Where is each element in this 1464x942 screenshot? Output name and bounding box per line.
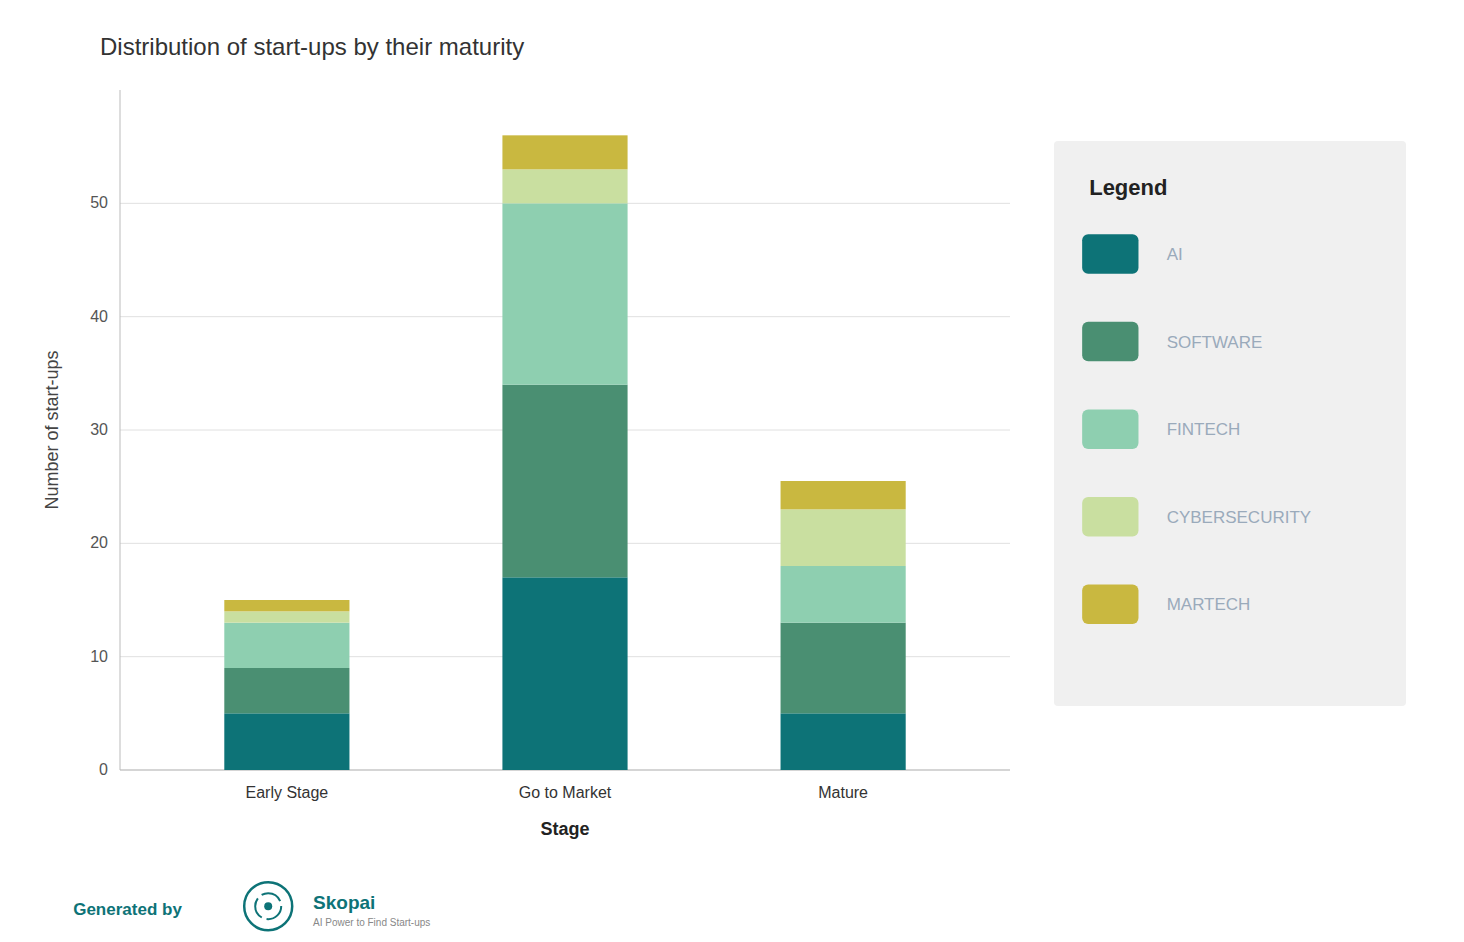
logo-dot [264, 902, 272, 910]
bar-segment [224, 713, 349, 770]
legend-title: Legend [1089, 175, 1167, 200]
legend-label: FINTECH [1167, 420, 1241, 439]
y-axis-line [120, 90, 121, 770]
bar-segment [224, 623, 349, 668]
legend-swatch [1082, 322, 1138, 362]
footer-subtitle: AI Power to Find Start-ups [313, 917, 430, 928]
bar-segment [224, 668, 349, 713]
bar-segment [502, 577, 627, 770]
footer: Generated by Skopai AI Power to Find Start… [73, 882, 430, 930]
y-tick-label: 30 [90, 421, 108, 438]
legend-label: SOFTWARE [1167, 333, 1263, 352]
footer-brand: Skopai [313, 892, 375, 913]
bar-segment [224, 611, 349, 622]
y-axis-label: Number of start-ups [42, 350, 62, 509]
bar-segment [502, 135, 627, 169]
bar-segment [781, 623, 906, 714]
logo-ring [244, 882, 292, 930]
bar-segment [502, 203, 627, 384]
chart-container: Distribution of start-ups by their matur… [0, 0, 1464, 942]
x-tick-label: Mature [818, 784, 868, 801]
bars [224, 135, 905, 770]
legend-swatch [1082, 234, 1138, 274]
bar-segment [502, 169, 627, 203]
chart-title: Distribution of start-ups by their matur… [100, 33, 524, 60]
y-tick-label: 50 [90, 194, 108, 211]
bar-segment [781, 509, 906, 566]
legend-label: CYBERSECURITY [1167, 508, 1312, 527]
logo-arcs [255, 893, 281, 919]
x-tick-label: Early Stage [246, 784, 329, 801]
chart-svg: Distribution of start-ups by their matur… [0, 0, 1464, 942]
logo [244, 882, 292, 930]
legend-background [1054, 141, 1406, 706]
y-tick-label: 0 [99, 761, 108, 778]
bar-segment [781, 566, 906, 623]
grid [120, 203, 1010, 770]
footer-text: Generated by [73, 900, 182, 919]
bar-segment [224, 600, 349, 611]
bar-segment [502, 385, 627, 578]
legend-label: MARTECH [1167, 595, 1251, 614]
legend-swatch [1082, 585, 1138, 625]
x-tick-label: Go to Market [519, 784, 612, 801]
legend: Legend AI SOFTWARE FINTECH CYBERSECURITY MART… [1054, 141, 1406, 706]
y-tick-label: 10 [90, 648, 108, 665]
y-tick-label: 20 [90, 534, 108, 551]
y-tick-label: 40 [90, 308, 108, 325]
x-axis-label: Stage [540, 819, 589, 839]
bar-segment [781, 713, 906, 770]
legend-swatch [1082, 409, 1138, 449]
bar-segment [781, 481, 906, 509]
legend-swatch [1082, 497, 1138, 537]
legend-label: AI [1167, 245, 1183, 264]
